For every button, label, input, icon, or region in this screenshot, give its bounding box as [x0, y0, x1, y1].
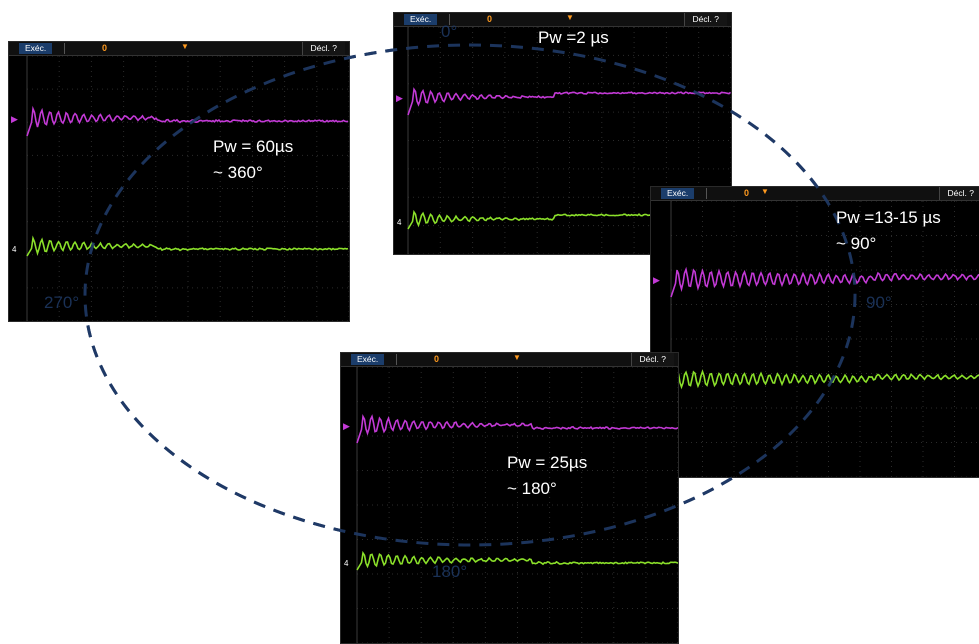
degree-label-90: 90° [866, 293, 892, 313]
trigger-marker-icon: ▼ [513, 352, 521, 364]
channel2-waveform [671, 371, 979, 389]
trigger-marker-icon: ▼ [181, 41, 189, 53]
channel1-marker-icon: ▶ [653, 275, 660, 285]
trigger-marker-icon: ▼ [566, 12, 574, 24]
run-status-badge: Exéc. [661, 188, 694, 199]
degree-label-270: 270° [44, 293, 79, 313]
scope-toolbar: Exéc. 0 ▼ Décl. ? [651, 187, 979, 201]
run-status-badge: Exéc. [351, 354, 384, 365]
scope-toolbar: Exéc. 0 ▼ Décl. ? [341, 353, 678, 367]
scope-grid: ▶4 [341, 367, 678, 643]
trigger-status: Décl. ? [939, 187, 979, 200]
trigger-position: 0 [744, 187, 749, 200]
trigger-position: 0 [434, 353, 439, 366]
phase-label-90: ~ 90° [836, 233, 876, 255]
channel1-waveform [357, 417, 678, 444]
trigger-status: Décl. ? [302, 42, 345, 55]
scope-grid: ▶4 [9, 56, 349, 321]
pulse-width-label-25: Pw = 25µs [507, 452, 587, 474]
degree-label-180: 180° [432, 562, 467, 582]
trigger-marker-icon: ▼ [761, 186, 769, 198]
trigger-status: Décl. ? [684, 13, 727, 26]
grid-lines [357, 367, 678, 643]
channel1-waveform [671, 270, 979, 298]
channel4-marker-icon: 4 [12, 245, 17, 254]
channel1-marker-icon: ▶ [396, 93, 403, 103]
trigger-status: Décl. ? [631, 353, 674, 366]
phase-label-360: ~ 360° [213, 162, 263, 184]
scope-toolbar: Exéc. 0 ▼ Décl. ? [9, 42, 349, 56]
pulse-width-label-13-15: Pw =13-15 µs [836, 207, 941, 229]
phase-label-180: ~ 180° [507, 478, 557, 500]
channel1-marker-icon: ▶ [11, 114, 18, 124]
run-status-badge: Exéc. [19, 43, 52, 54]
trigger-position: 0 [102, 42, 107, 55]
pulse-width-label-2: Pw =2 µs [538, 27, 609, 49]
trigger-position: 0 [487, 13, 492, 26]
channel4-marker-icon: 4 [344, 559, 349, 568]
pulse-width-label-60: Pw = 60µs [213, 136, 293, 158]
channel1-marker-icon: ▶ [343, 421, 350, 431]
scope-grid: ▶4 [651, 201, 979, 477]
oscilloscope-capture-pw13: Exéc. 0 ▼ Décl. ? ▶4 [650, 186, 979, 478]
channel4-marker-icon: 4 [397, 218, 402, 227]
grid-lines [27, 56, 349, 321]
channel2-waveform [27, 238, 348, 256]
degree-label-0: 0° [441, 22, 457, 42]
run-status-badge: Exéc. [404, 14, 437, 25]
grid-lines [671, 201, 979, 477]
oscilloscope-capture-pw60: Exéc. 0 ▼ Décl. ? ▶ 4 [8, 41, 350, 322]
